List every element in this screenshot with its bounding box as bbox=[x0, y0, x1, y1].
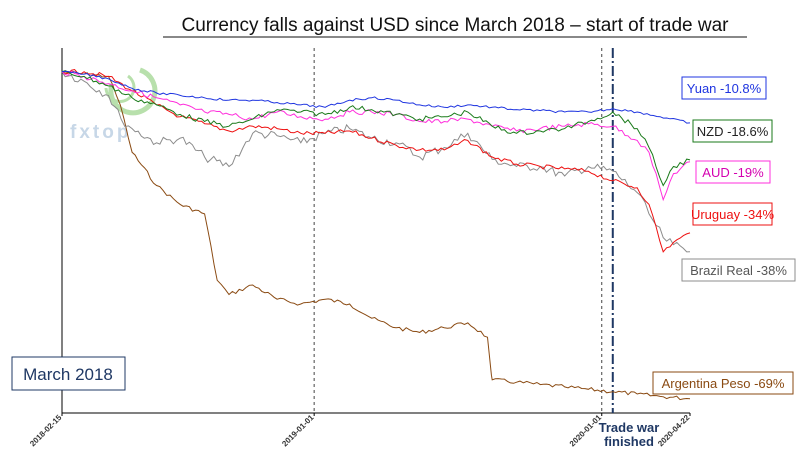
legend-box-yuan bbox=[681, 76, 767, 100]
x-tick-label: 2019-01-01 bbox=[280, 413, 316, 449]
series-line-aud bbox=[61, 70, 691, 202]
series-line-nzd bbox=[61, 70, 691, 187]
legend-box-uruguay bbox=[692, 202, 773, 226]
series-line-brazil-real bbox=[61, 71, 691, 253]
series-line-uruguay bbox=[61, 68, 691, 253]
legend-box-nzd bbox=[692, 119, 773, 143]
legend-box-brazil-real bbox=[681, 258, 796, 282]
series-label-yuan: Yuan -10.8% bbox=[687, 81, 762, 96]
fxtop-watermark bbox=[104, 67, 158, 116]
trade-war-label-line1: Trade war bbox=[599, 420, 660, 435]
x-tick-label: 2020-04-22 bbox=[656, 413, 692, 449]
start-date-label: March 2018 bbox=[23, 365, 113, 384]
series-label-uruguay: Uruguay -34% bbox=[691, 207, 775, 222]
series-label-brazil-real: Brazil Real -38% bbox=[690, 263, 787, 278]
watermark-text: fxtop bbox=[70, 122, 131, 143]
start-date-box bbox=[11, 356, 126, 391]
series-line-argentina-peso bbox=[61, 70, 691, 401]
series-line-yuan bbox=[61, 70, 691, 124]
series-label-argentina-peso: Argentina Peso -69% bbox=[662, 376, 785, 391]
series-label-nzd: NZD -18.6% bbox=[697, 124, 769, 139]
x-tick-label: 2018-02-15 bbox=[28, 413, 64, 449]
legend-box-aud bbox=[695, 160, 771, 184]
series-label-aud: AUD -19% bbox=[702, 165, 764, 180]
chart-title: Currency falls against USD since March 2… bbox=[181, 15, 729, 36]
trade-war-label-line2: finished bbox=[604, 434, 654, 449]
legend-box-argentina-peso bbox=[652, 371, 794, 395]
